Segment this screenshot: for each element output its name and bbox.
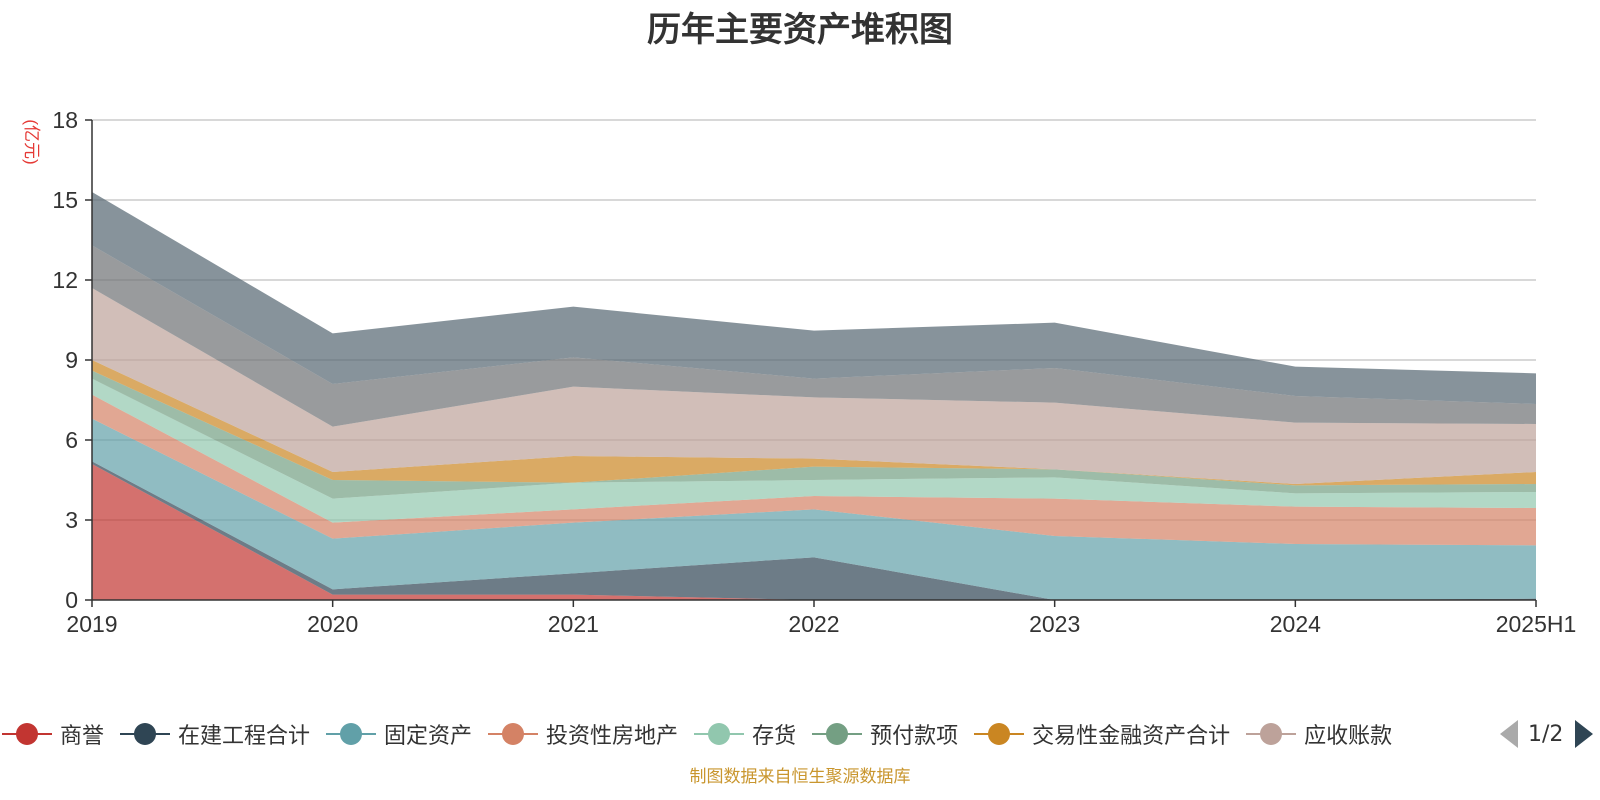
x-tick-label: 2021 <box>548 611 599 637</box>
legend-label: 在建工程合计 <box>178 724 311 749</box>
x-tick-label: 2019 <box>66 611 117 637</box>
legend-item[interactable]: 固定资产 <box>326 712 472 756</box>
x-tick-label: 2023 <box>1029 611 1080 637</box>
x-tick-label: 2024 <box>1270 611 1321 637</box>
area-series-交易性金融资产合计[interactable] <box>92 360 1536 486</box>
chart-title: 历年主要资产堆积图 <box>647 10 953 50</box>
y-tick-label: 0 <box>65 587 78 613</box>
legend-item[interactable]: 交易性金融资产合计 <box>974 712 1230 756</box>
legend-item[interactable]: 预付款项 <box>812 712 958 756</box>
area-series-应收账款[interactable] <box>92 288 1536 484</box>
stacked-areas <box>92 192 1536 600</box>
x-tick-label: 2022 <box>788 611 839 637</box>
legend-item[interactable]: 投资性房地产 <box>488 712 678 756</box>
legend-swatch-icon <box>326 723 377 745</box>
legend-swatch-icon <box>120 723 171 745</box>
source-note: 制图数据来自恒生聚源数据库 <box>689 767 911 787</box>
legend-swatch-icon <box>488 723 539 745</box>
x-tick-label: 2020 <box>307 611 358 637</box>
area-series-预付款项[interactable] <box>92 370 1536 499</box>
y-tick-label: 6 <box>65 427 78 453</box>
y-tick-label: 9 <box>65 347 78 373</box>
legend-label: 存货 <box>752 724 797 749</box>
legend-swatch-icon <box>974 723 1025 745</box>
legend-swatch-icon <box>812 723 863 745</box>
legend-swatch-icon <box>2 723 52 745</box>
legend-item[interactable]: 存货 <box>694 712 796 756</box>
area-series-在建工程合计[interactable] <box>92 461 1536 600</box>
legend-item[interactable]: 应收账款 <box>1246 712 1392 756</box>
legend-page-indicator: 1/2 <box>1528 721 1564 747</box>
legend: 商誉 在建工程合计 固定资产 投资性房地产 存货 预付款项 交易性金融资产合计 应收账款 1/… <box>0 712 1600 756</box>
y-axis-unit-label: (亿元) <box>22 119 41 164</box>
legend-label: 应收账款 <box>1304 724 1393 749</box>
legend-label: 固定资产 <box>384 724 473 749</box>
legend-label: 商誉 <box>60 724 105 749</box>
area-series-货币资金[interactable] <box>92 192 1536 404</box>
legend-item[interactable]: 商誉 <box>2 712 104 756</box>
y-tick-label: 3 <box>65 507 78 533</box>
legend-prev-icon[interactable] <box>1500 720 1518 748</box>
x-tick-label: 2025H1 <box>1496 611 1577 637</box>
area-series-存货[interactable] <box>92 378 1536 523</box>
legend-swatch-icon <box>1246 723 1297 745</box>
area-series-商誉[interactable] <box>92 464 1536 600</box>
y-tick-label: 18 <box>52 107 78 133</box>
y-tick-label: 12 <box>52 267 78 293</box>
area-series-其他资产[interactable] <box>92 245 1536 427</box>
chart-plot: 0 3 6 9 12 15 18 2019 2020 2021 2022 2023 2024 2025H1… <box>22 107 1576 637</box>
legend-label: 交易性金融资产合计 <box>1032 724 1231 749</box>
axes: 0 3 6 9 12 15 18 2019 2020 2021 2022 2023 2024 2025H1 <box>52 107 1576 637</box>
legend-pager: 1/2 <box>1500 712 1594 756</box>
area-series-固定资产[interactable] <box>92 418 1536 600</box>
legend-items: 商誉 在建工程合计 固定资产 投资性房地产 存货 预付款项 交易性金融资产合计 应收账款 <box>0 712 1482 756</box>
legend-label: 预付款项 <box>870 724 959 749</box>
y-tick-label: 15 <box>52 187 78 213</box>
area-series-投资性房地产[interactable] <box>92 394 1536 546</box>
legend-label: 投资性房地产 <box>546 724 679 749</box>
legend-next-icon[interactable] <box>1575 720 1594 748</box>
legend-item[interactable]: 在建工程合计 <box>120 712 310 756</box>
legend-swatch-icon <box>694 723 745 745</box>
